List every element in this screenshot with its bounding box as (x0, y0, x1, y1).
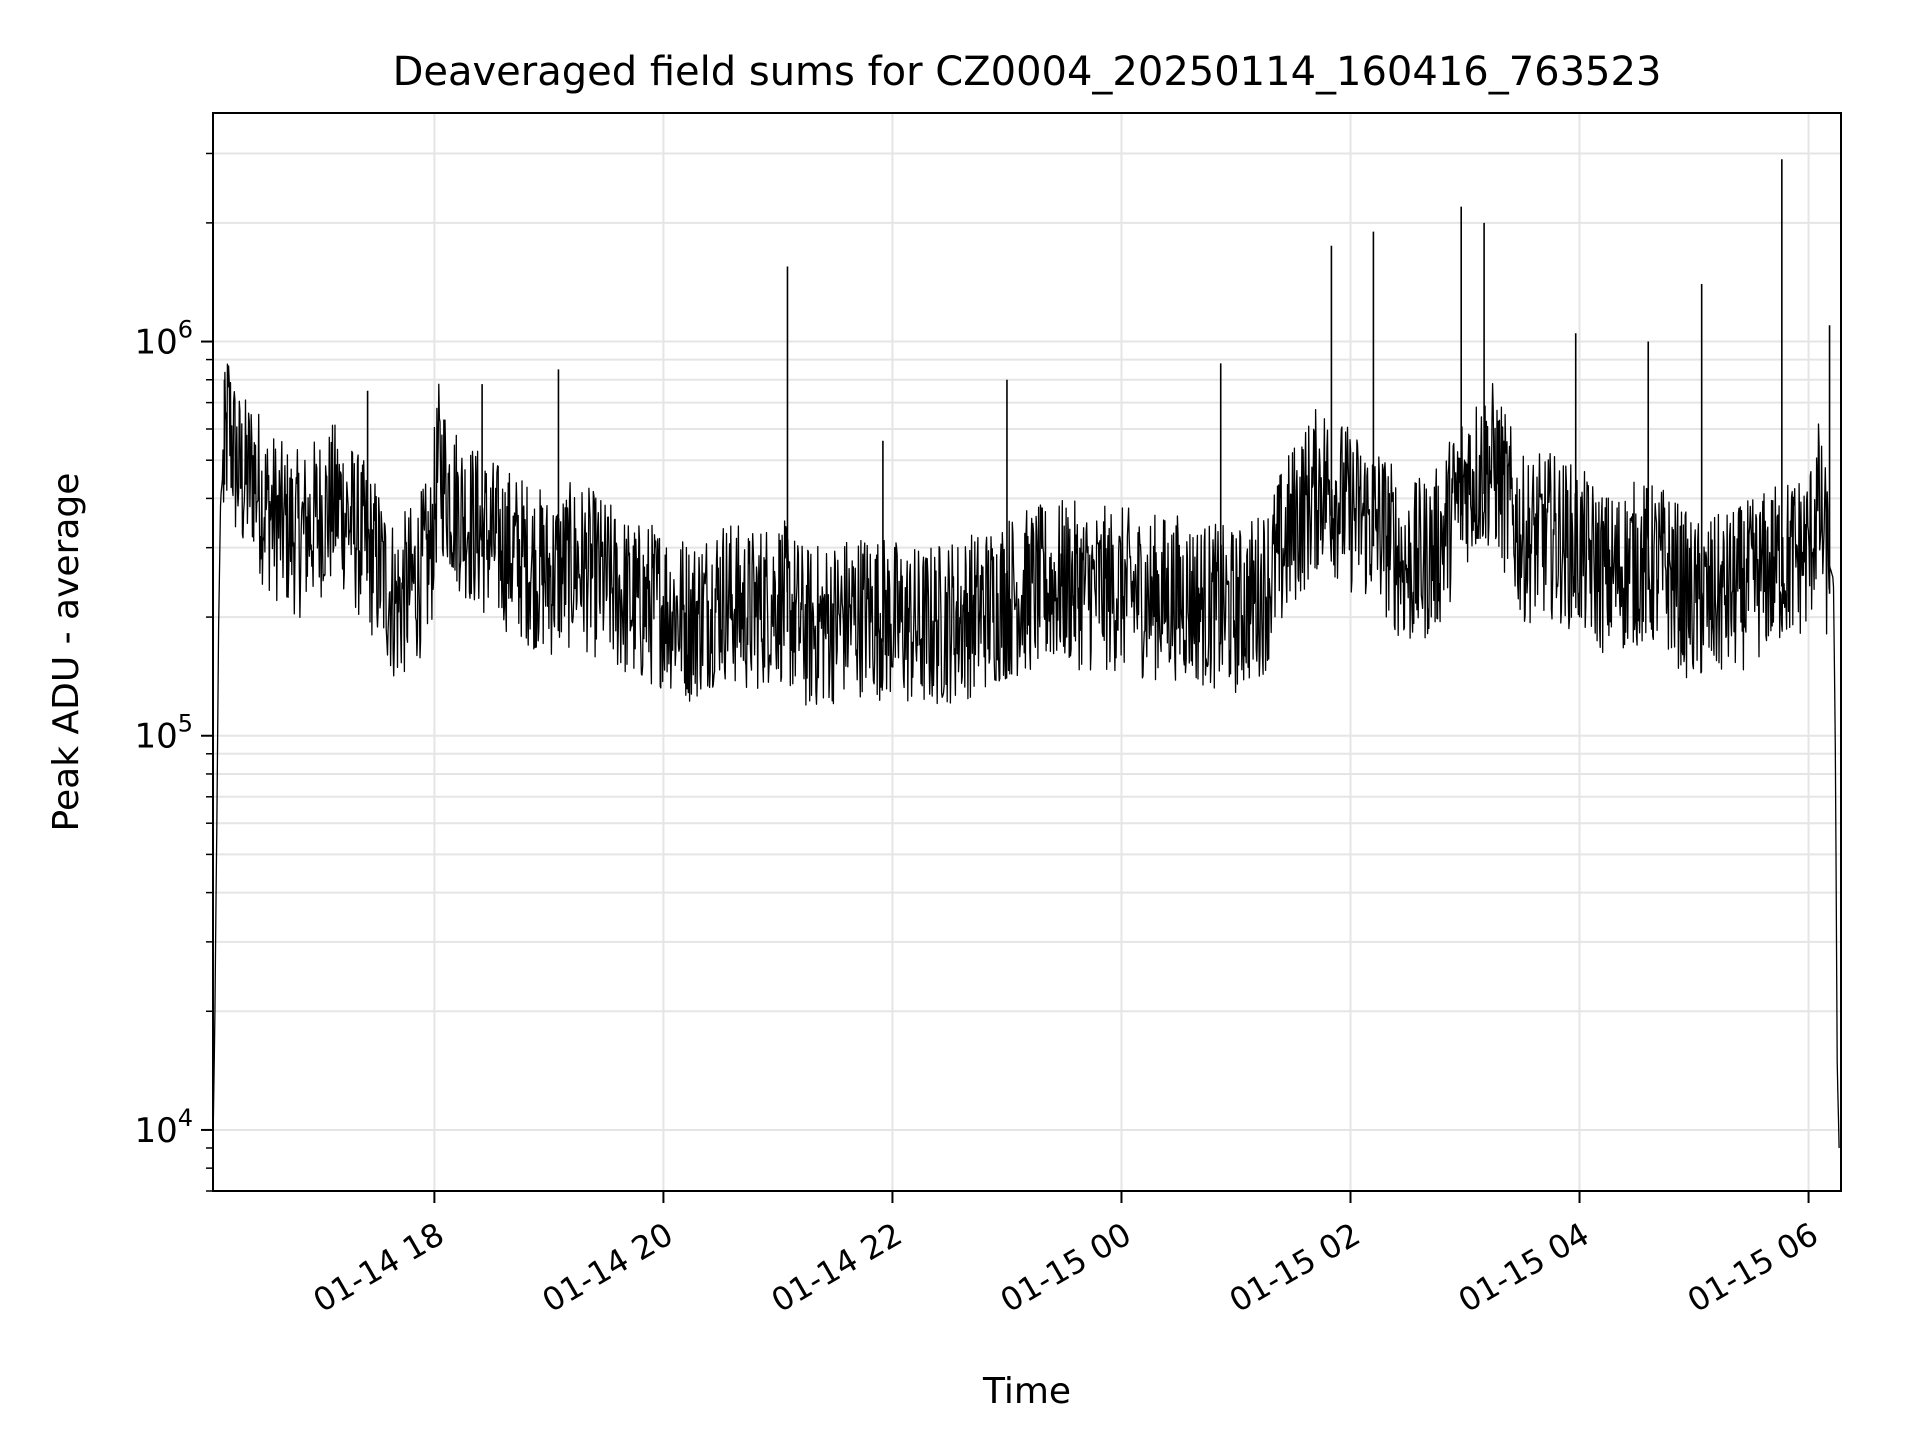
chart-title: Deaveraged field sums for CZ0004_2025011… (393, 49, 1662, 95)
y-tick-label: 105 (134, 710, 193, 757)
y-tick-label: 106 (134, 316, 193, 363)
y-tick-exponent: 6 (178, 316, 193, 344)
y-axis-label: Peak ADU - average (46, 473, 87, 832)
y-tick-base: 10 (134, 323, 177, 363)
x-axis-label: Time (982, 1371, 1071, 1412)
y-tick-base: 10 (134, 717, 177, 757)
y-tick-exponent: 4 (178, 1104, 193, 1132)
plot-frame (212, 112, 1842, 1192)
y-tick-exponent: 5 (178, 710, 193, 738)
y-tick-label: 104 (134, 1104, 193, 1151)
series-line (212, 363, 1840, 1149)
y-tick-base: 10 (134, 1111, 177, 1151)
series-group (212, 159, 1840, 1149)
